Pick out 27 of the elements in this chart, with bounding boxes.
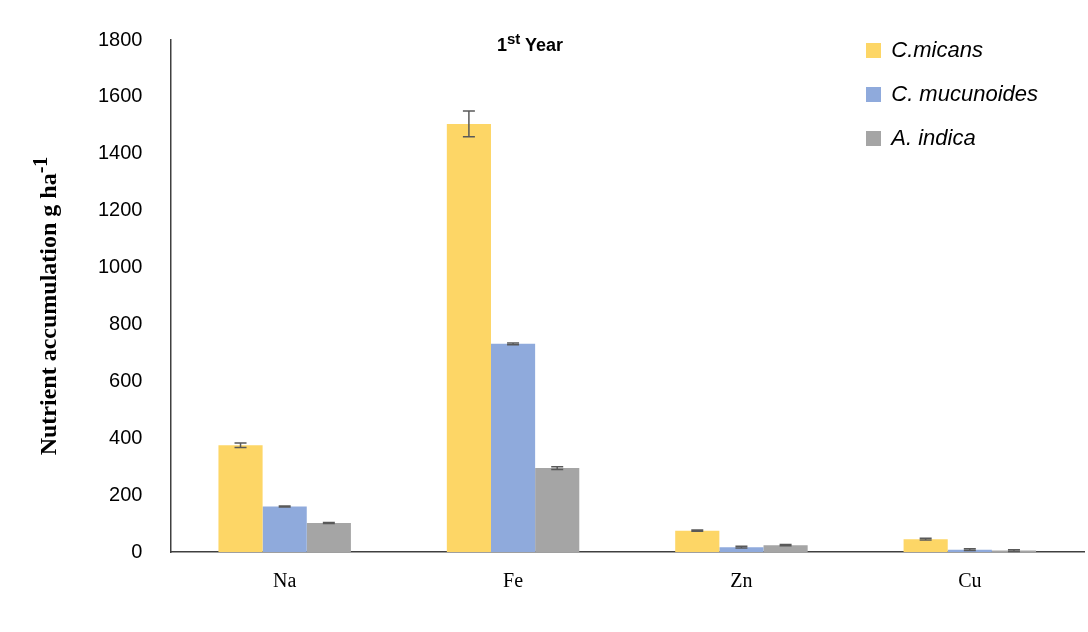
x-tick-label: Fe — [503, 569, 524, 592]
y-tick-label: 0 — [131, 539, 143, 562]
y-tick-label: 800 — [109, 311, 143, 334]
y-tick-label: 1800 — [97, 27, 143, 50]
y-tick-label: 600 — [109, 368, 143, 391]
legend-label: C. mucunoides — [891, 81, 1038, 107]
x-tick-label: Na — [273, 569, 297, 592]
y-tick-label: 400 — [109, 425, 143, 448]
bar — [262, 506, 307, 552]
bar — [763, 545, 808, 552]
x-tick-label: Zn — [730, 569, 753, 592]
legend-label: A. indica — [891, 125, 976, 151]
y-tick-label: 200 — [109, 482, 143, 505]
bar — [306, 522, 351, 552]
bar — [490, 343, 536, 552]
legend-label: C.micans — [891, 37, 983, 63]
chart-title: 1$^{st}$ Year — [497, 30, 564, 56]
bar — [446, 123, 491, 552]
bar — [675, 530, 720, 552]
bar — [535, 468, 580, 552]
x-tick-label: Cu — [958, 569, 982, 592]
y-tick-label: 1000 — [97, 255, 143, 278]
y-tick-label: 1200 — [97, 198, 143, 221]
bar — [218, 445, 263, 552]
y-tick-label: 1600 — [97, 84, 143, 107]
y-tick-label: 1400 — [97, 141, 143, 164]
bar — [903, 539, 948, 552]
